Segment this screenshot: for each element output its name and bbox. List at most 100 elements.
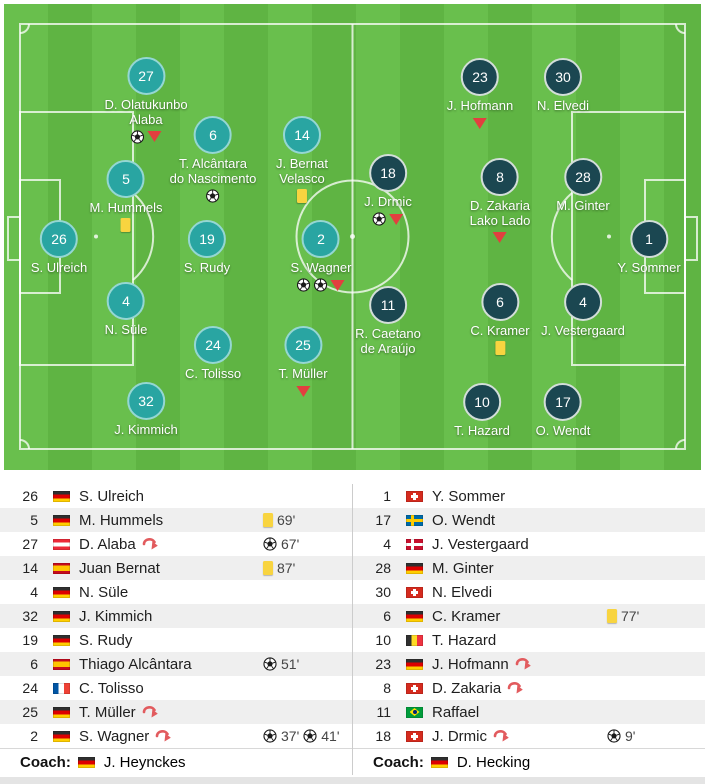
player-name: D. Zakaria Lako Lado bbox=[469, 198, 531, 228]
lineup-row[interactable]: 1 Y. Sommer bbox=[353, 484, 705, 508]
pitch-player-tolisso[interactable]: 24 C. Tolisso bbox=[185, 326, 241, 382]
yellow-card-icon bbox=[297, 188, 307, 203]
player-number-circle[interactable]: 10 bbox=[462, 383, 501, 421]
player-name: D. Zakaria bbox=[432, 679, 502, 697]
player-number-circle[interactable]: 5 bbox=[106, 160, 145, 198]
pitch-player-wendt[interactable]: 17 O. Wendt bbox=[536, 383, 590, 439]
player-name: J. Bernat Velasco bbox=[275, 156, 329, 186]
player-name: Raffael bbox=[432, 703, 480, 721]
player-number-circle[interactable]: 25 bbox=[284, 326, 322, 364]
player-number-circle[interactable]: 6 bbox=[194, 116, 232, 154]
flag-germany-icon bbox=[406, 610, 423, 622]
lineup-row[interactable]: 27 D. Alaba 67' bbox=[0, 532, 352, 556]
goal-icon bbox=[263, 537, 277, 551]
player-name: O. Wendt bbox=[432, 511, 496, 529]
pitch-player-ginter[interactable]: 28 M. Ginter bbox=[556, 158, 610, 214]
player-number-circle[interactable]: 11 bbox=[368, 286, 407, 324]
lineup-row[interactable]: 32 J. Kimmich bbox=[0, 604, 352, 628]
pitch-player-elvedi[interactable]: 30 N. Elvedi bbox=[537, 58, 589, 114]
player-name: M. Hummels bbox=[79, 511, 164, 529]
event-time: 41' bbox=[321, 728, 340, 744]
player-name: J. Kimmich bbox=[114, 422, 178, 437]
player-number-circle[interactable]: 26 bbox=[39, 220, 78, 258]
player-number-circle[interactable]: 4 bbox=[106, 282, 145, 320]
pitch-player-alaba[interactable]: 27 D. Olatukunbo Alaba bbox=[104, 57, 188, 144]
lineup-row[interactable]: 19 S. Rudy bbox=[0, 628, 352, 652]
pitch-player-wagner[interactable]: 2 S. Wagner bbox=[291, 220, 351, 293]
goal-icon bbox=[297, 278, 311, 292]
lineup-row[interactable]: 8 D. Zakaria bbox=[353, 676, 705, 700]
player-number-circle[interactable]: 4 bbox=[563, 283, 602, 321]
flag-spain-icon bbox=[53, 658, 70, 670]
pitch-player-bernat[interactable]: 14 J. Bernat Velasco bbox=[276, 116, 328, 203]
player-name: C. Kramer bbox=[432, 607, 501, 625]
lineup-row[interactable]: 4 N. Süle bbox=[0, 580, 352, 604]
flag-germany-icon bbox=[53, 706, 70, 718]
lineup-row[interactable]: 24 C. Tolisso bbox=[0, 676, 352, 700]
pitch-player-ulreich[interactable]: 26 S. Ulreich bbox=[31, 220, 87, 276]
flag-germany-icon bbox=[406, 562, 423, 574]
player-name: S. Ulreich bbox=[30, 260, 88, 275]
player-number-circle[interactable]: 28 bbox=[564, 158, 602, 196]
lineup-row[interactable]: 26 S. Ulreich bbox=[0, 484, 352, 508]
lineup-row[interactable]: 6 C. Kramer 77' bbox=[353, 604, 705, 628]
player-number-circle[interactable]: 19 bbox=[188, 220, 226, 258]
coach-label: Coach: bbox=[20, 753, 71, 771]
player-number-circle[interactable]: 30 bbox=[544, 58, 582, 96]
player-number-circle[interactable]: 23 bbox=[460, 58, 499, 96]
lineup-row[interactable]: 2 S. Wagner 37' 41' bbox=[0, 724, 352, 748]
pitch-player-hofmann[interactable]: 23 J. Hofmann bbox=[447, 58, 513, 131]
lineup-row[interactable]: 11 Raffael bbox=[353, 700, 705, 724]
player-number-circle[interactable]: 17 bbox=[544, 383, 582, 421]
yellow-card-icon bbox=[263, 513, 273, 527]
shirt-number: 4 bbox=[383, 536, 391, 552]
pitch-player-zakaria[interactable]: 8 D. Zakaria Lako Lado bbox=[469, 158, 531, 245]
pitch-player-rudy[interactable]: 19 S. Rudy bbox=[184, 220, 230, 276]
player-number-circle[interactable]: 24 bbox=[194, 326, 232, 364]
shirt-number: 24 bbox=[22, 680, 38, 696]
player-number-circle[interactable]: 1 bbox=[630, 220, 668, 258]
pitch-player-caetano[interactable]: 11 R. Caetano de Araújo bbox=[355, 286, 421, 356]
player-number-circle[interactable]: 8 bbox=[480, 158, 519, 196]
pitch-player-hazard[interactable]: 10 T. Hazard bbox=[454, 383, 510, 439]
pitch-player-drmic[interactable]: 18 J. Drmic bbox=[364, 154, 412, 227]
pitch-player-kimmich[interactable]: 32 J. Kimmich bbox=[114, 382, 178, 438]
shirt-number: 14 bbox=[22, 560, 38, 576]
pitch-player-suele[interactable]: 4 N. Süle bbox=[105, 282, 147, 338]
player-number-circle[interactable]: 6 bbox=[480, 283, 519, 321]
lineup-row[interactable]: 4 J. Vestergaard bbox=[353, 532, 705, 556]
shirt-number: 26 bbox=[22, 488, 38, 504]
lineup-row[interactable]: 17 O. Wendt bbox=[353, 508, 705, 532]
player-name: N. Elvedi bbox=[536, 98, 590, 113]
sub-off-arrow-icon bbox=[142, 538, 158, 550]
player-number-circle[interactable]: 27 bbox=[126, 57, 165, 95]
pitch-player-sommer[interactable]: 1 Y. Sommer bbox=[617, 220, 681, 276]
lineup-row[interactable]: 5 M. Hummels 69' bbox=[0, 508, 352, 532]
pitch-player-mueller[interactable]: 25 T. Müller bbox=[278, 326, 328, 399]
event-time: 9' bbox=[625, 728, 636, 744]
event-time: 77' bbox=[621, 608, 640, 624]
lineup-row[interactable]: 10 T. Hazard bbox=[353, 628, 705, 652]
yellow-card-icon bbox=[120, 218, 131, 233]
player-number-circle[interactable]: 18 bbox=[368, 154, 407, 192]
event-time: 69' bbox=[277, 512, 296, 528]
lineup-row[interactable]: 25 T. Müller bbox=[0, 700, 352, 724]
lineup-row[interactable]: 6 Thiago Alcântara 51' bbox=[0, 652, 352, 676]
flag-germany-icon bbox=[53, 490, 70, 502]
pitch-player-hummels[interactable]: 5 M. Hummels bbox=[90, 160, 162, 233]
pitch-player-thiago[interactable]: 6 T. Alcântara do Nascimento bbox=[170, 116, 256, 203]
lineup-row[interactable]: 23 J. Hofmann bbox=[353, 652, 705, 676]
player-number-circle[interactable]: 2 bbox=[302, 220, 340, 258]
lineup-row[interactable]: 30 N. Elvedi bbox=[353, 580, 705, 604]
lineup-row[interactable]: 28 M. Ginter bbox=[353, 556, 705, 580]
lineup-row[interactable]: 14 Juan Bernat 87' bbox=[0, 556, 352, 580]
player-name: T. Hazard bbox=[454, 423, 510, 438]
player-number-circle[interactable]: 32 bbox=[127, 382, 165, 420]
sub-off-arrow-icon bbox=[507, 682, 523, 694]
player-name: J. Hofmann bbox=[432, 655, 509, 673]
lineup-row[interactable]: 18 J. Drmic 9' bbox=[353, 724, 705, 748]
pitch-player-vestergaard[interactable]: 4 J. Vestergaard bbox=[541, 283, 625, 339]
pitch-player-kramer[interactable]: 6 C. Kramer bbox=[470, 283, 530, 356]
player-number-circle[interactable]: 14 bbox=[283, 116, 321, 154]
away-coach-row: Coach: D. Hecking bbox=[353, 748, 705, 775]
